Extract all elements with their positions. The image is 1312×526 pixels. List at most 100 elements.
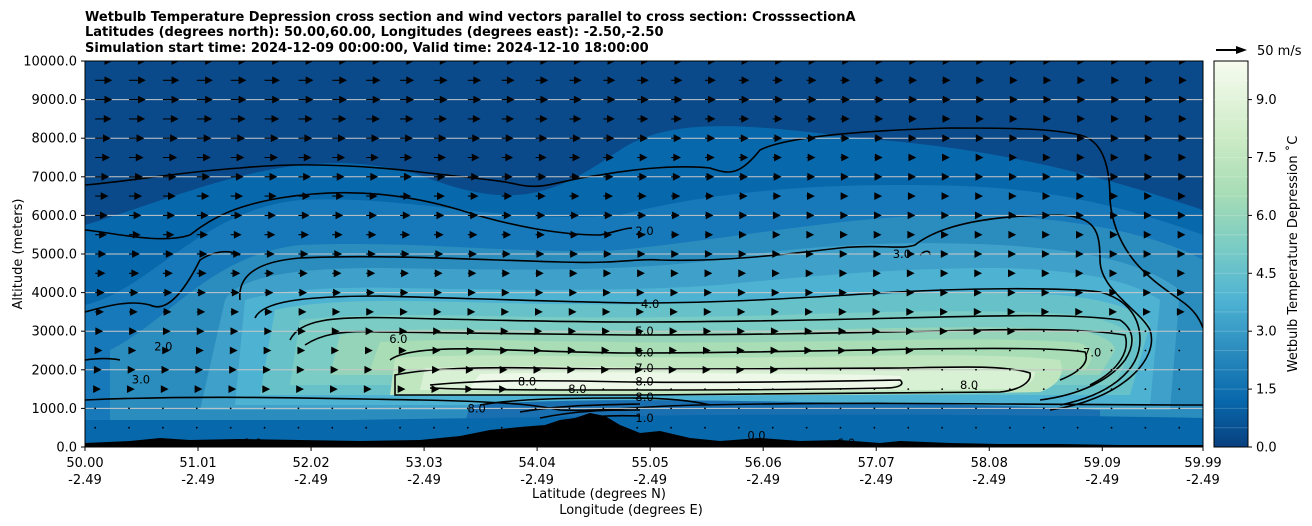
wind-vector [602,388,605,390]
wind-vector [501,192,513,200]
wind-vector [230,95,247,104]
wind-vector [907,230,916,239]
wind-vector [263,426,266,429]
wind-vector [298,134,313,143]
wind-vector [1110,407,1113,410]
wind-vector [162,308,172,316]
x-tick-label-lat: 54.04 [519,456,556,471]
wind-vector [332,61,348,65]
wind-vector [839,368,842,371]
wind-vector [95,153,111,162]
wind-vector [568,327,577,336]
x-axis-label-longitude: Longitude (degrees E) [559,503,703,518]
wind-vector [1009,95,1018,104]
wind-vector [637,153,648,162]
wind-vector [264,211,277,220]
wind-vector [874,192,883,200]
wind-vector [637,134,648,143]
wind-vector [1008,368,1011,371]
wind-vector [129,288,139,297]
wind-vector [433,95,448,104]
wind-vector [129,250,140,258]
wind-vector [704,407,706,410]
wind-vector [567,346,576,355]
wind-vector [908,61,918,65]
wind-vector [1009,115,1018,123]
wind-vector [297,346,306,355]
wind-vector [906,308,915,316]
wind-vector [500,426,503,429]
wind-vector [1144,115,1153,123]
contour-label: 3.0 [132,372,150,386]
wind-vector [1110,153,1119,162]
wind-vector [806,153,816,162]
contour-label: 0.0 [747,428,765,442]
wind-vector [840,192,849,200]
wind-vector [1041,288,1050,297]
wind-vector [400,192,412,200]
y-tick-label: 5000.0 [32,248,78,263]
wind-vector [704,76,716,85]
wind-vector [264,76,280,85]
wind-vector [702,365,711,374]
wind-vector [908,134,917,143]
wind-vector [535,230,545,239]
wind-vector [569,172,580,181]
wind-vector [908,172,916,181]
wind-vector [1042,368,1045,371]
wind-vector [162,134,178,143]
wind-vector [941,407,944,410]
wind-vector [501,288,510,297]
wind-vector [840,211,849,220]
wind-vector [467,250,477,258]
wind-vector [95,61,113,65]
wind-vector [1111,115,1119,123]
wind-vector [634,365,643,374]
wind-vector [400,153,413,162]
wind-vector [1145,76,1153,85]
wind-vector [669,327,678,336]
wind-vector [805,368,808,371]
contour-label: 8.0 [635,374,653,388]
wind-vector [366,76,381,85]
wind-vector [941,368,944,371]
wind-vector [162,172,177,181]
wind-vector [1178,192,1186,200]
wind-vector [738,115,750,123]
wind-vector [1143,250,1152,258]
wind-vector [569,153,581,162]
wind-vector [1042,192,1051,200]
wind-vector [229,407,232,410]
wind-vector [569,134,581,143]
wind-vector [602,426,605,429]
contour-label: 8.0 [960,378,978,392]
x-tick-label-lon: -2.49 [972,473,1006,488]
wind-vector [162,250,174,258]
wind-vector [366,115,380,123]
wind-vector [874,211,882,220]
wind-vector [95,250,107,258]
wind-vector [95,172,110,181]
wind-vector [433,327,441,336]
wind-vector [603,250,612,258]
wind-vector [973,327,982,336]
wind-vector [297,426,300,429]
contour-label: 8.0 [468,401,486,415]
wind-vector [975,426,977,429]
wind-vector [162,192,176,200]
x-tick-label-lon: -2.49 [1085,473,1119,488]
wind-vector [1178,349,1181,352]
wind-vector [366,230,377,239]
wind-vector [230,192,244,200]
wind-vector [941,230,949,239]
wind-vector [95,115,112,123]
wind-vector [671,211,680,220]
wind-vector [95,327,104,336]
contour-label: 4.0 [641,297,659,311]
wind-vector [840,172,849,181]
wind-vector [1144,407,1147,410]
wind-vector [1144,172,1153,181]
wind-vector [196,269,207,278]
wind-vector [196,327,205,336]
wind-vector [568,407,571,410]
